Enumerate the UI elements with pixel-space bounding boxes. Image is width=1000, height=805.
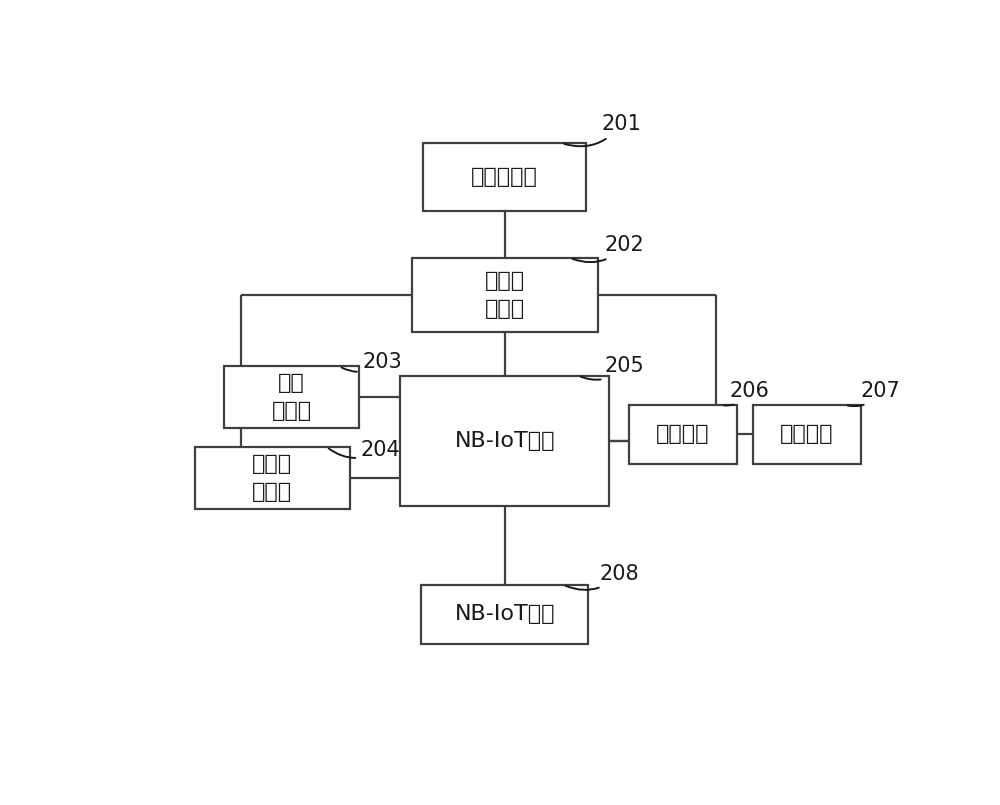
Bar — [400, 375, 609, 506]
Bar — [421, 584, 588, 644]
Text: 203: 203 — [342, 352, 402, 372]
Text: 207: 207 — [848, 381, 900, 407]
Bar — [423, 143, 586, 211]
Text: NB-IoT天线: NB-IoT天线 — [454, 605, 555, 624]
Text: 201: 201 — [564, 114, 641, 147]
Text: 超声波
传感器: 超声波 传感器 — [252, 454, 292, 502]
Text: 206: 206 — [724, 381, 770, 406]
Bar — [224, 366, 359, 428]
Text: 蓝牙模组: 蓝牙模组 — [656, 424, 710, 444]
Text: 202: 202 — [572, 235, 645, 262]
Bar — [629, 405, 737, 464]
Text: 208: 208 — [566, 564, 639, 590]
Text: 204: 204 — [329, 440, 401, 460]
Text: 锂亚电池组: 锂亚电池组 — [471, 167, 538, 188]
Text: 蓝牙天线: 蓝牙天线 — [780, 424, 834, 444]
Bar — [753, 405, 861, 464]
Text: 电源管
理电路: 电源管 理电路 — [485, 271, 525, 319]
Bar — [195, 447, 350, 509]
Bar — [412, 258, 598, 332]
Text: NB-IoT模组: NB-IoT模组 — [454, 431, 555, 451]
Text: 地磁
传感器: 地磁 传感器 — [272, 374, 312, 421]
Text: 205: 205 — [581, 357, 645, 380]
